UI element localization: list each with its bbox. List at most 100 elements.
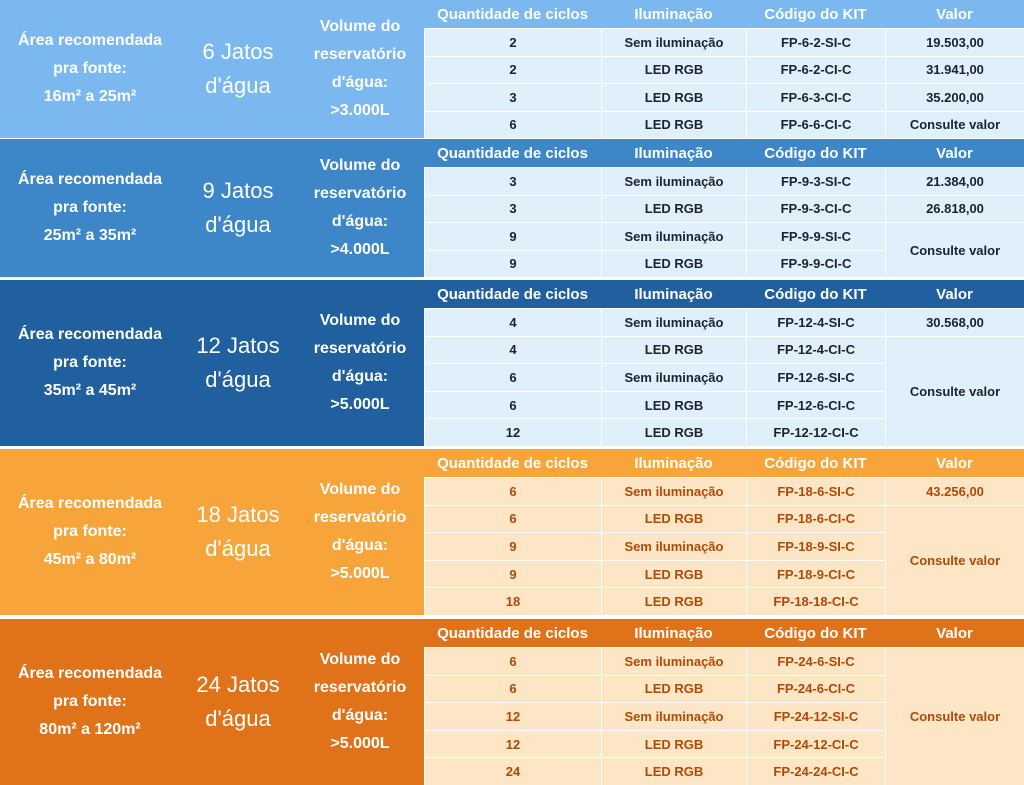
header-lighting: Iluminação [634,285,713,303]
cell-lighting: LED RGB [601,504,746,533]
cell-cycles: 6 [424,647,601,675]
cell-lighting: LED RGB [601,418,746,446]
cell-kit-code: FP-9-3-SI-C [746,167,885,195]
header-kit-code: Código do KIT [764,5,867,23]
cell-cycles: 4 [424,335,601,364]
cell-lighting: LED RGB [601,83,746,111]
cell-cycles: 12 [424,702,601,730]
cell-cycles: 6 [424,110,601,138]
header-kit-code: Código do KIT [764,454,867,472]
header-lighting: Iluminação [634,144,713,162]
cell-cycles: 3 [424,83,601,111]
cell-lighting: LED RGB [601,249,746,277]
cell-value: Consulte valor [885,110,1024,138]
cell-lighting: Sem iluminação [601,222,746,250]
table-header-row: Quantidade de ciclos Iluminação Código do … [424,139,1024,167]
cell-lighting: LED RGB [601,390,746,419]
cell-kit-code: FP-12-4-CI-C [746,335,885,364]
cell-cycles: 9 [424,249,601,277]
section-3: Área recomendada pra fonte: 35m² a 45m² 1… [0,280,1024,446]
header-kit-code: Código do KIT [764,144,867,162]
cell-lighting: LED RGB [601,559,746,588]
cell-value: 43.256,00 [885,477,1024,505]
kit-rows-grid: 6 Sem iluminação FP-24-6-SI-C 6 LED RGB FP-24… [424,647,1024,785]
cell-cycles: 6 [424,504,601,533]
cell-kit-code: FP-12-6-SI-C [746,363,885,391]
cell-cycles: 12 [424,418,601,446]
cell-cycles: 6 [424,363,601,391]
kit-rows-grid: 6 Sem iluminação FP-18-6-SI-C 6 LED RGB FP-18… [424,477,1024,615]
table-header-row: Quantidade de ciclos Iluminação Código do … [424,449,1024,477]
cell-cycles: 24 [424,757,601,785]
recommended-area-label: Área recomendada pra fonte: 45m² a 80m² [17,495,163,568]
table-header-row: Quantidade de ciclos Iluminação Código do … [424,280,1024,308]
cell-kit-code: FP-9-9-SI-C [746,222,885,250]
recommended-area-label: Área recomendada pra fonte: 80m² a 120m² [17,665,163,738]
header-kit-code: Código do KIT [764,624,867,642]
cell-lighting: LED RGB [601,757,746,785]
kit-rows-grid: 4 Sem iluminação FP-12-4-SI-C 4 LED RGB FP-12… [424,308,1024,446]
cell-cycles: 6 [424,674,601,703]
table-header-row: Quantidade de ciclos Iluminação Código do … [424,619,1024,647]
header-cycles: Quantidade de ciclos [437,454,588,472]
cell-kit-code: FP-24-12-SI-C [746,702,885,730]
cell-value: 35.200,00 [885,83,1024,111]
recommended-area-label: Área recomendada pra fonte: 16m² a 25m² [17,32,163,105]
cell-cycles: 3 [424,167,601,195]
cell-lighting: Sem iluminação [601,477,746,505]
section-1: Área recomendada pra fonte: 16m² a 25m² 6… [0,0,1024,138]
header-cycles: Quantidade de ciclos [437,144,588,162]
cell-value: Consulte valor [885,647,1024,785]
cell-kit-code: FP-6-3-CI-C [746,83,885,111]
table-header-row: Quantidade de ciclos Iluminação Código do … [424,0,1024,28]
cell-lighting: LED RGB [601,729,746,758]
cell-kit-code: FP-12-4-SI-C [746,308,885,336]
header-cycles: Quantidade de ciclos [437,285,588,303]
water-jets-label: 6 Jatos d'água [202,39,274,98]
reservoir-volume-label: Volume do reservatório d'água: >5.000L [313,651,407,752]
section-description-block: Área recomendada pra fonte: 16m² a 25m² 6… [0,0,424,138]
cell-kit-code: FP-12-12-CI-C [746,418,885,446]
cell-lighting: Sem iluminação [601,702,746,730]
cell-lighting: LED RGB [601,55,746,83]
header-value: Valor [936,144,973,162]
water-jets-label: 24 Jatos d'água [196,672,280,731]
cell-lighting: LED RGB [601,674,746,703]
header-value: Valor [936,454,973,472]
cell-kit-code: FP-6-2-SI-C [746,28,885,56]
cell-cycles: 2 [424,55,601,83]
water-jets-label: 12 Jatos d'água [196,333,280,392]
cell-kit-code: FP-24-6-CI-C [746,674,885,703]
cell-lighting: LED RGB [601,110,746,138]
cell-value: Consulte valor [885,504,1024,615]
reservoir-volume-label: Volume do reservatório d'água: >5.000L [313,312,407,413]
cell-value: 19.503,00 [885,28,1024,56]
cell-lighting: LED RGB [601,587,746,615]
cell-value: 21.384,00 [885,167,1024,195]
cell-lighting: LED RGB [601,335,746,364]
cell-lighting: Sem iluminação [601,532,746,560]
section-description-block: Área recomendada pra fonte: 35m² a 45m² 1… [0,280,424,446]
section-5: Área recomendada pra fonte: 80m² a 120m²… [0,619,1024,785]
cell-kit-code: FP-18-6-CI-C [746,504,885,533]
section-2: Área recomendada pra fonte: 25m² a 35m² 9… [0,139,1024,277]
header-kit-code: Código do KIT [764,285,867,303]
water-jets-label: 9 Jatos d'água [202,178,274,237]
cell-kit-code: FP-9-9-CI-C [746,249,885,277]
cell-value: Consulte valor [885,222,1024,277]
reservoir-volume-label: Volume do reservatório d'água: >3.000L [313,18,407,119]
reservoir-volume-label: Volume do reservatório d'água: >4.000L [313,157,407,258]
cell-cycles: 3 [424,194,601,222]
cell-kit-code: FP-18-18-CI-C [746,587,885,615]
cell-kit-code: FP-18-6-SI-C [746,477,885,505]
water-jets-label: 18 Jatos d'água [196,502,280,561]
cell-cycles: 6 [424,477,601,505]
section-description-block: Área recomendada pra fonte: 45m² a 80m² 1… [0,449,424,615]
cell-kit-code: FP-24-12-CI-C [746,729,885,758]
recommended-area-label: Área recomendada pra fonte: 25m² a 35m² [17,171,163,244]
cell-lighting: Sem iluminação [601,647,746,675]
header-lighting: Iluminação [634,624,713,642]
cell-cycles: 9 [424,222,601,250]
cell-lighting: Sem iluminação [601,308,746,336]
